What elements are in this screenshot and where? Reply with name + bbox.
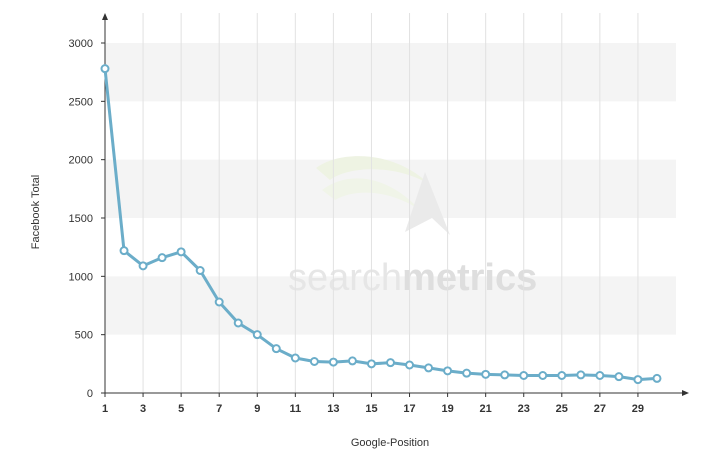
grid-band <box>105 276 676 335</box>
data-point[interactable] <box>214 297 224 307</box>
x-axis-ticks: 1 3 5 7 9 11 13 15 17 19 21 23 25 27 29 <box>102 393 644 415</box>
grid-band <box>105 43 676 102</box>
data-point[interactable] <box>195 266 205 275</box>
watermark-logo-arrow <box>405 172 450 235</box>
data-point[interactable] <box>347 356 357 366</box>
x-axis-title: Google-Position <box>351 437 429 449</box>
data-point[interactable] <box>290 353 300 363</box>
data-point[interactable] <box>652 373 662 383</box>
data-point[interactable] <box>328 357 338 367</box>
y-tick-label: 1500 <box>69 213 93 225</box>
data-point[interactable] <box>424 363 434 373</box>
data-point[interactable] <box>443 366 453 376</box>
x-tick-label: 23 <box>518 403 530 415</box>
y-tick-label: 2000 <box>69 155 93 167</box>
data-point[interactable] <box>100 64 110 74</box>
data-point[interactable] <box>405 360 415 370</box>
x-tick-label: 3 <box>140 403 146 415</box>
x-tick-label: 27 <box>594 403 606 415</box>
data-point[interactable] <box>500 370 510 380</box>
x-tick-label: 21 <box>480 403 492 415</box>
watermark-logo-swoosh <box>316 156 430 185</box>
data-point[interactable] <box>614 372 624 382</box>
x-tick-label: 25 <box>556 403 568 415</box>
x-tick-label: 13 <box>327 403 339 415</box>
data-point[interactable] <box>366 359 376 369</box>
x-tick-label: 29 <box>632 403 644 415</box>
y-tick-label: 0 <box>87 388 93 400</box>
y-tick-label: 1000 <box>69 271 93 283</box>
watermark-text-light: search <box>288 257 402 299</box>
data-point[interactable] <box>233 318 243 328</box>
x-tick-label: 7 <box>216 403 222 415</box>
data-point[interactable] <box>481 369 491 379</box>
data-point[interactable] <box>538 371 548 380</box>
vertical-grid <box>142 13 639 393</box>
data-point[interactable] <box>271 344 281 354</box>
data-point[interactable] <box>252 330 262 340</box>
series-group <box>100 64 662 385</box>
data-point[interactable] <box>309 357 319 366</box>
data-point[interactable] <box>633 375 643 385</box>
y-axis-arrow <box>102 13 108 20</box>
watermark-text: searchmetrics <box>288 257 537 299</box>
data-point[interactable] <box>595 371 605 380</box>
data-point[interactable] <box>462 368 472 378</box>
y-axis-title: Facebook Total <box>30 175 42 249</box>
data-point[interactable] <box>119 246 129 256</box>
data-point[interactable] <box>157 253 167 263</box>
data-point[interactable] <box>386 358 395 368</box>
watermark-logo-swoosh-2 <box>322 178 420 210</box>
data-point[interactable] <box>576 370 586 380</box>
x-tick-label: 9 <box>254 403 260 415</box>
x-tick-label: 1 <box>102 403 108 415</box>
watermark-text-bold: metrics <box>402 257 537 299</box>
watermark: searchmetrics <box>288 156 537 299</box>
y-axis-ticks: 0 500 1000 1500 2000 2500 3000 <box>69 38 105 400</box>
x-tick-label: 15 <box>365 403 377 415</box>
x-tick-label: 17 <box>403 403 415 415</box>
y-tick-label: 3000 <box>69 38 93 50</box>
x-tick-label: 11 <box>290 403 302 415</box>
data-point[interactable] <box>176 247 186 257</box>
y-tick-label: 500 <box>75 330 93 342</box>
data-point[interactable] <box>138 261 148 271</box>
data-point[interactable] <box>557 371 567 380</box>
x-tick-label: 19 <box>441 403 453 415</box>
data-point[interactable] <box>519 371 529 380</box>
x-tick-label: 5 <box>178 403 184 415</box>
x-axis-arrow <box>682 390 689 396</box>
y-tick-label: 2500 <box>69 96 93 108</box>
